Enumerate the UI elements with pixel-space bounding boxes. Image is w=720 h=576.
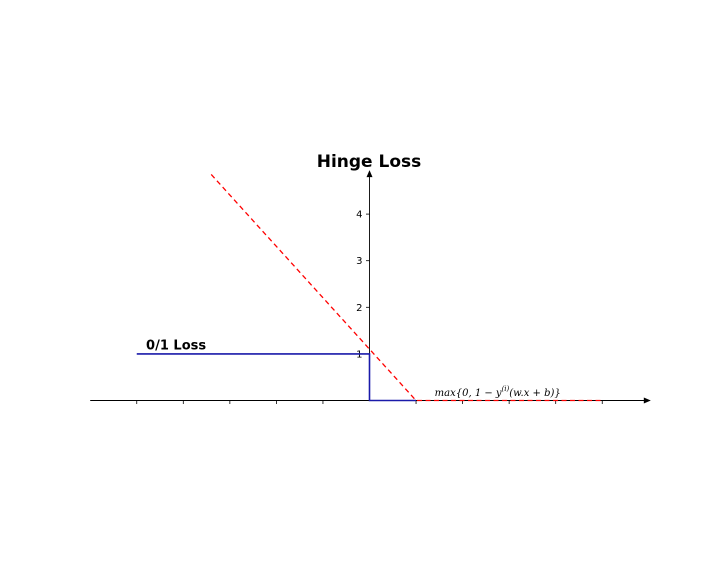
series-layer — [136, 174, 603, 402]
annotation-layer: 0/1 Loss max{0, 1 − y(i)(w.x + b)} — [146, 339, 561, 400]
series-line-hinge — [210, 174, 603, 402]
y-tick-label: 2 — [356, 303, 362, 314]
y-tick-label: 3 — [356, 256, 362, 267]
y-tick-label: 1 — [356, 349, 362, 360]
x-axis-arrow — [643, 397, 651, 404]
y-axis-arrow — [366, 170, 373, 178]
annotation-zero-one-label: 0/1 Loss — [146, 339, 206, 354]
annotation-hinge-formula: max{0, 1 − y(i)(w.x + b)} — [435, 385, 561, 399]
y-tick-label: 4 — [356, 210, 362, 221]
chart-title: Hinge Loss — [317, 152, 422, 172]
axes: 1 2 3 4 — [90, 170, 651, 404]
series-line-zero-one — [136, 353, 417, 402]
